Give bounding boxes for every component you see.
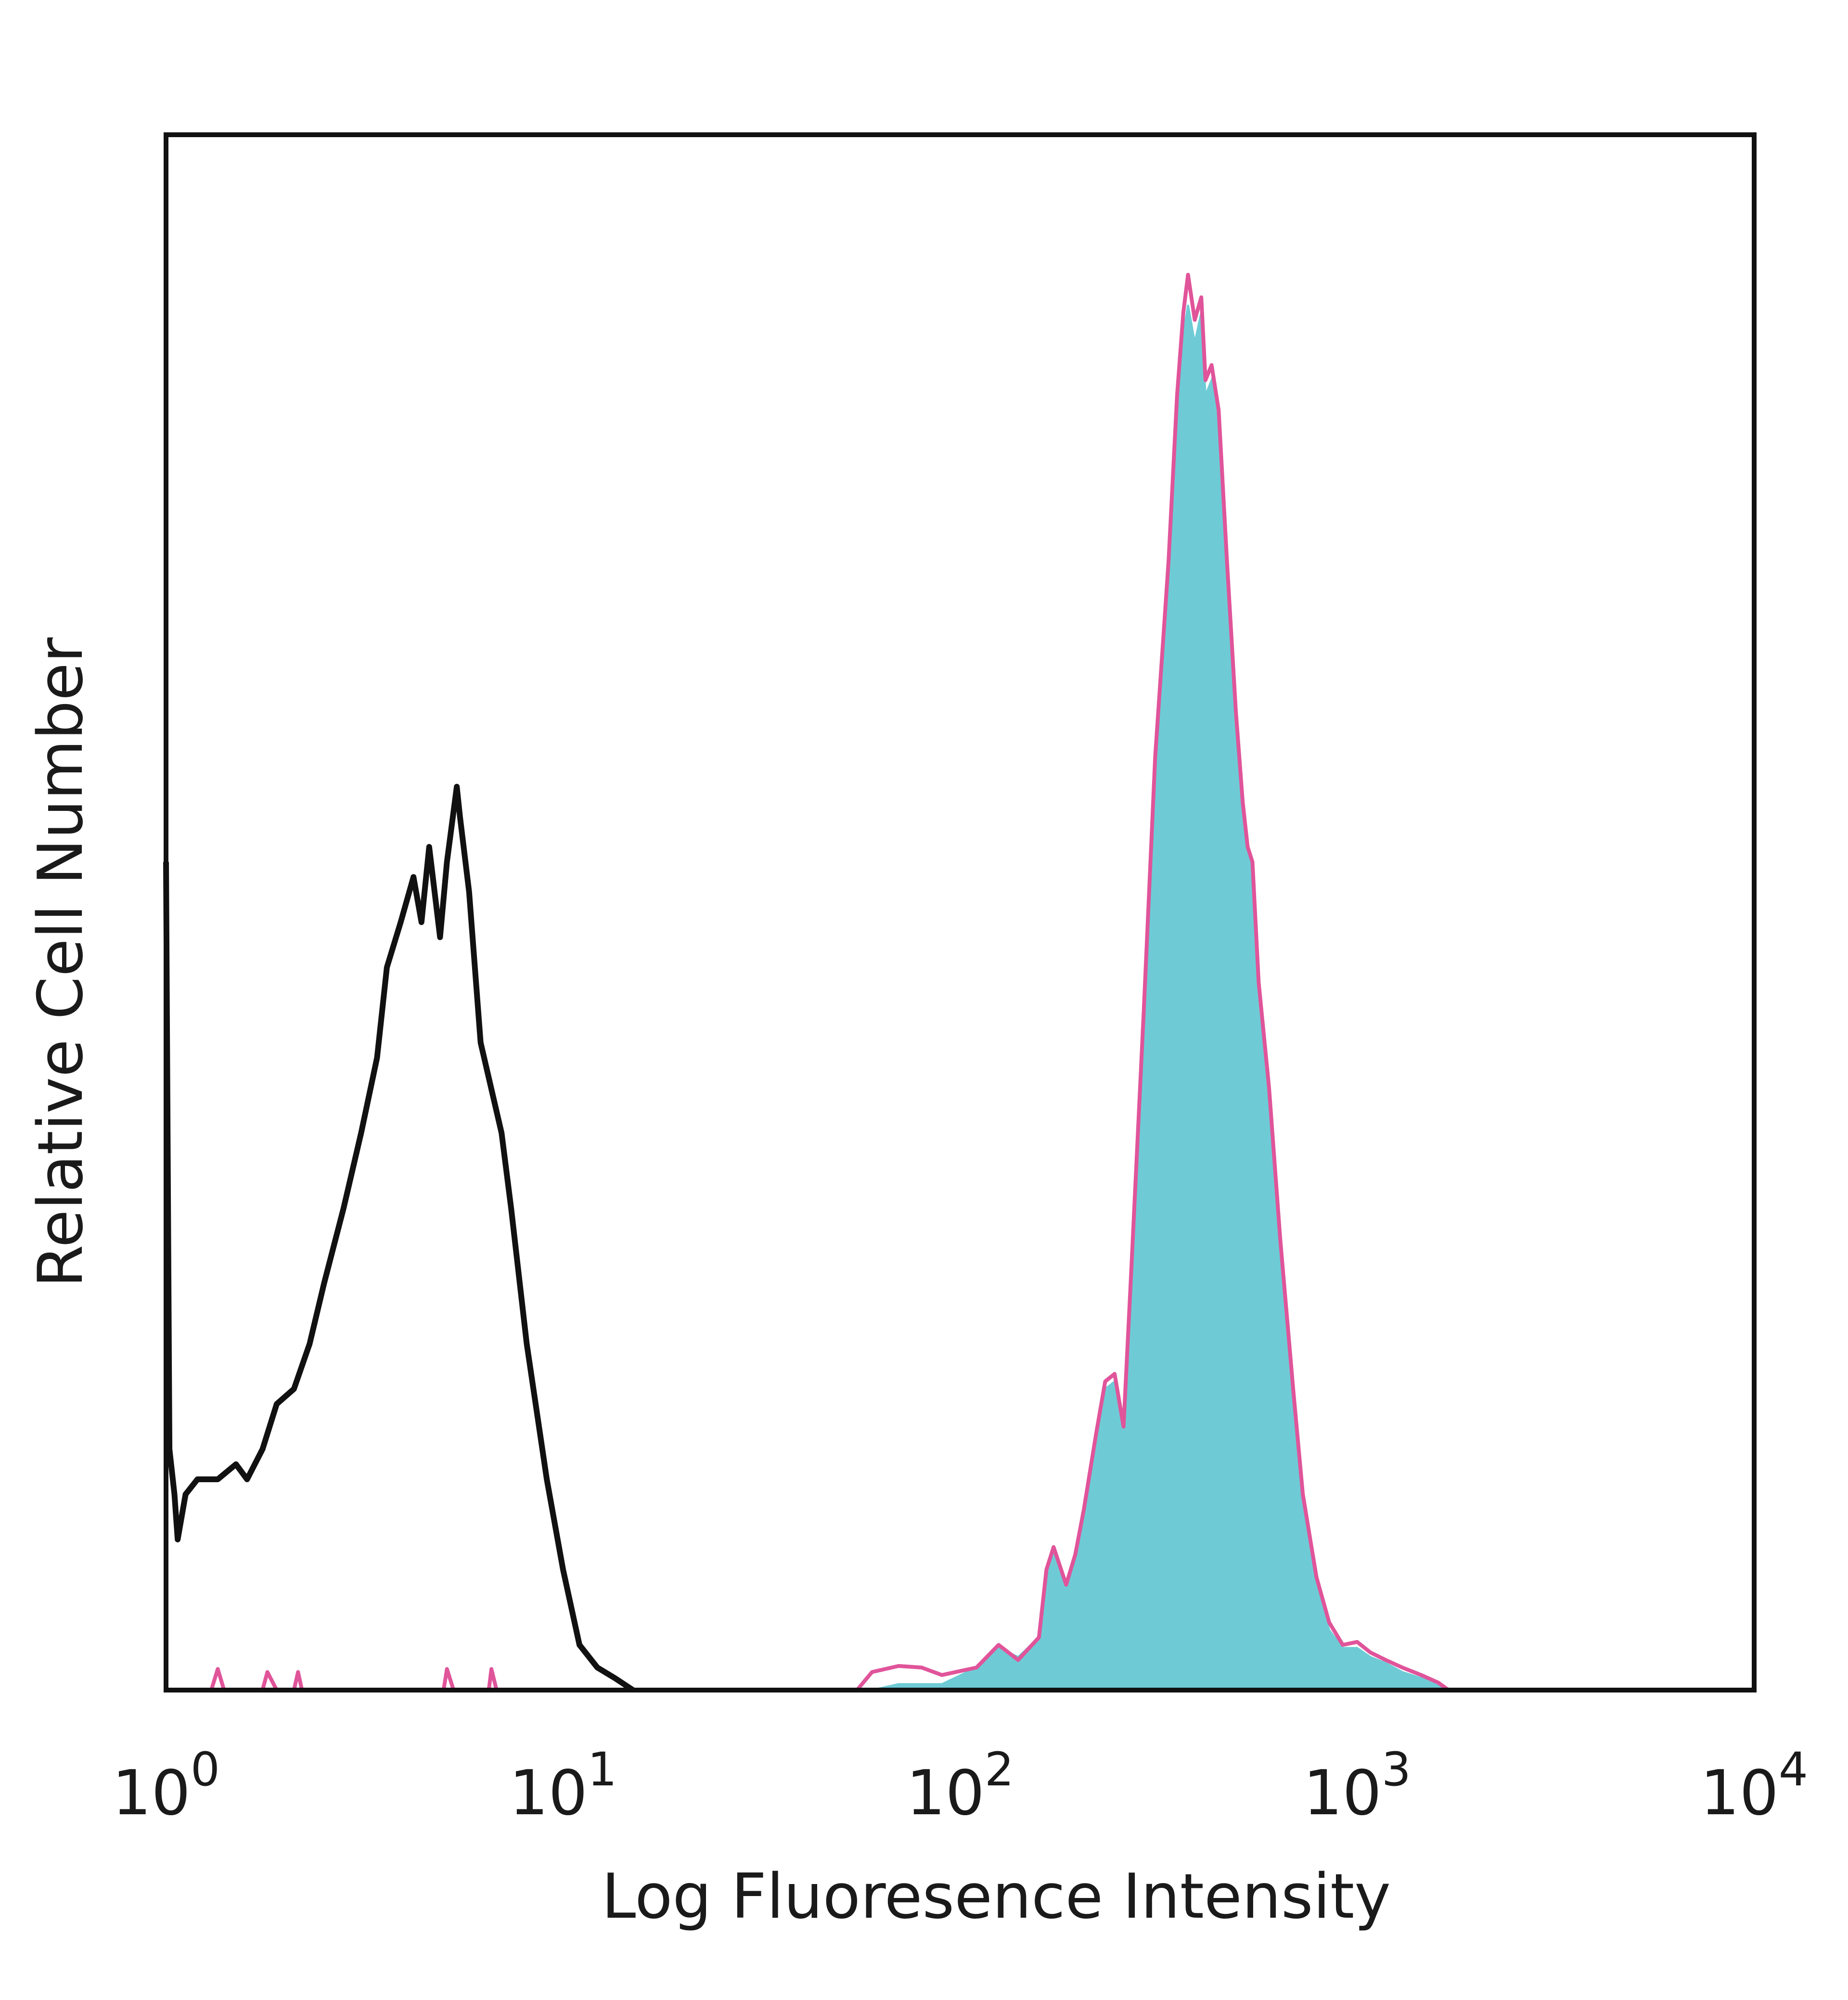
series-layer (163, 272, 1450, 1693)
x-tick-label-2: 102 (906, 1743, 1014, 1829)
x-tick-label-0: 100 (112, 1743, 220, 1829)
plot-area-frame (164, 132, 1757, 1692)
x-tick-label-4: 104 (1700, 1743, 1808, 1829)
x-tick-labels: 100 101 102 103 104 (112, 1743, 1808, 1829)
histogram-filled-series (872, 305, 1449, 1691)
y-axis-label: Relative Cell Number (25, 637, 97, 1287)
x-tick-label-1: 101 (509, 1743, 617, 1829)
histogram-control-outline (163, 783, 635, 1693)
x-tick-label-3: 103 (1303, 1743, 1411, 1829)
histogram-stained-outline (166, 272, 1450, 1692)
x-axis-label: Log Fluoresence Intensity (602, 1861, 1391, 1933)
